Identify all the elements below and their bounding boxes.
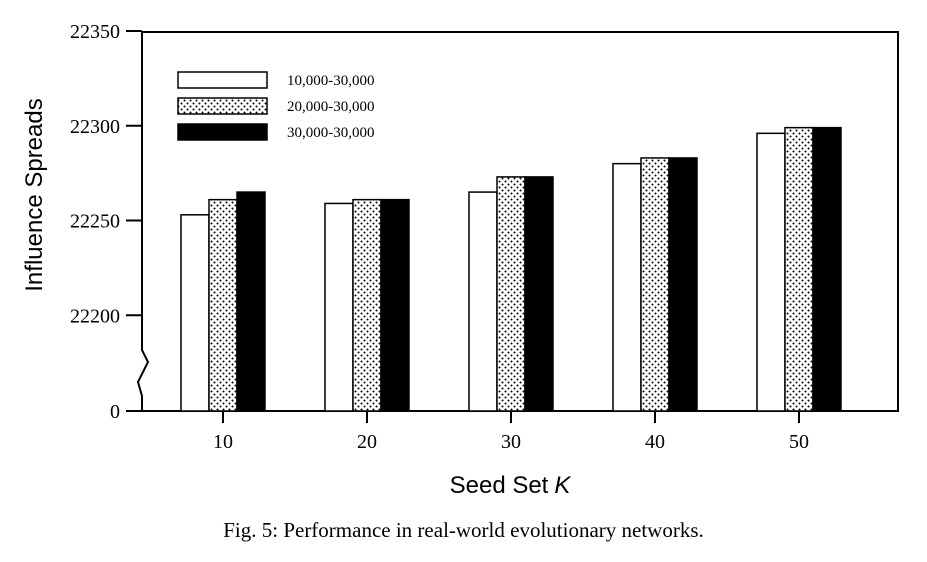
bar (612, 162, 642, 412)
x-axis-title-text: Seed Set (450, 472, 549, 499)
y-tick-label: 22250 (70, 211, 120, 233)
bar (352, 198, 382, 412)
y-axis-title: Influence Spreads (21, 98, 48, 291)
x-tick-label: 20 (357, 431, 377, 453)
x-axis-title: Seed Set K (450, 472, 572, 499)
legend: 10,000-30,000 20,000-30,000 30,000-30,000 (177, 71, 375, 141)
bar (784, 126, 814, 412)
x-tick-label: 10 (213, 431, 233, 453)
y-tick-label: 0 (110, 401, 120, 423)
bar (756, 132, 786, 412)
legend-swatch (177, 97, 268, 115)
bar-chart: 10,000-30,00020,000-30,00030,000-30,000 … (21, 21, 899, 499)
bar (668, 157, 698, 412)
y-tick-label: 22300 (70, 116, 120, 138)
legend-swatch (177, 71, 268, 89)
y-axis-line-with-break (136, 32, 150, 411)
x-axis-title-var: K (554, 472, 571, 499)
bar (208, 198, 238, 412)
legend-swatch (177, 123, 268, 141)
bars (180, 126, 842, 412)
bar (324, 202, 354, 412)
x-tick-label: 50 (789, 431, 809, 453)
x-tick-label: 30 (501, 431, 521, 453)
bar (812, 126, 842, 412)
bar (640, 157, 670, 412)
bar (524, 176, 554, 412)
ticks: 0 22200 22250 22300 22350 10 20 30 40 50 (70, 21, 809, 453)
legend-label: 10,000-30,000 (287, 73, 375, 89)
bar (236, 191, 266, 412)
bar (380, 198, 410, 412)
y-tick-label: 22350 (70, 21, 120, 43)
bar (496, 176, 526, 412)
legend-label: 20,000-30,000 (287, 99, 375, 115)
bar (468, 191, 498, 412)
x-tick-label: 40 (645, 431, 665, 453)
figure-caption: Fig. 5: Performance in real-world evolut… (223, 518, 704, 542)
legend-label: 30,000-30,000 (287, 125, 375, 141)
y-tick-label: 22200 (70, 305, 120, 327)
bar (180, 214, 210, 412)
